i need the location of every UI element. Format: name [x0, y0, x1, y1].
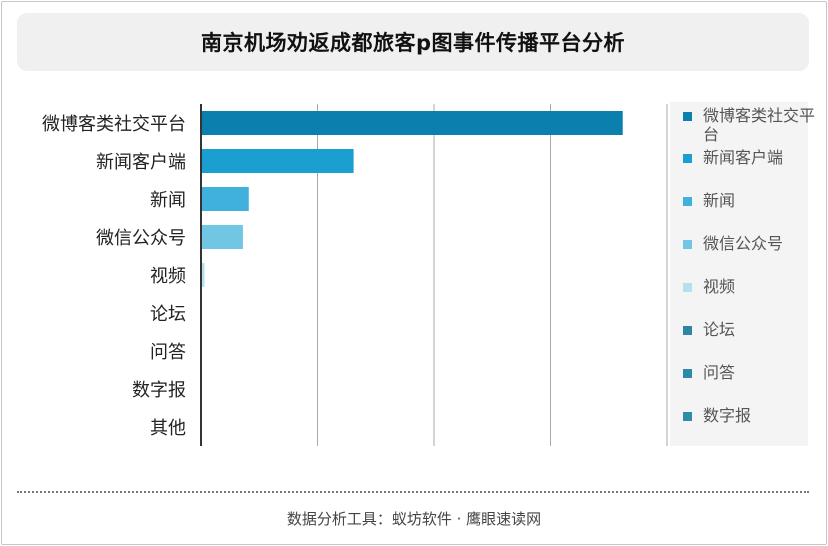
category-label: 数字报	[132, 380, 186, 401]
legend-label: 问答	[703, 363, 736, 382]
legend-background	[670, 102, 808, 446]
bar-2	[201, 187, 249, 211]
bar-0	[201, 111, 623, 135]
chart-title: 南京机场劝返成都旅客p图事件传播平台分析	[200, 31, 626, 55]
legend-item: 数字报	[683, 406, 815, 425]
title-banner: 南京机场劝返成都旅客p图事件传播平台分析	[17, 13, 809, 71]
legend-label: 微博客类社交平台	[703, 106, 816, 144]
category-label: 其他	[150, 418, 186, 439]
legend-item: 微信公众号	[683, 234, 815, 253]
legend-label: 论坛	[703, 320, 736, 339]
category-label: 新闻	[150, 190, 186, 211]
category-label: 论坛	[150, 304, 186, 325]
legend-swatch	[683, 197, 692, 206]
legend-swatch	[683, 240, 692, 249]
legend-item: 微博客类社交平台	[683, 106, 815, 144]
legend-swatch	[683, 326, 692, 335]
legend-label: 视频	[703, 277, 736, 296]
legend-label: 微信公众号	[703, 234, 784, 253]
legend-label: 数字报	[703, 406, 752, 425]
footer-divider	[17, 491, 809, 493]
legend-label: 新闻客户端	[703, 148, 784, 167]
legend-item: 论坛	[683, 320, 815, 339]
category-label: 问答	[150, 342, 186, 363]
category-label: 微信公众号	[96, 228, 186, 249]
legend-item: 视频	[683, 277, 815, 296]
category-label: 微博客类社交平台	[42, 114, 186, 135]
legend-item: 新闻	[683, 191, 815, 210]
bar-3	[201, 225, 243, 249]
legend-swatch	[683, 369, 692, 378]
bar-1	[201, 149, 354, 173]
legend-item: 新闻客户端	[683, 148, 815, 167]
legend-swatch	[683, 283, 692, 292]
category-label: 视频	[150, 266, 186, 287]
category-label: 新闻客户端	[96, 152, 186, 173]
bar-4	[201, 263, 205, 287]
legend-swatch	[683, 112, 692, 121]
footer-source: 数据分析工具：蚁坊软件 · 鹰眼速读网	[286, 510, 542, 528]
legend-swatch	[683, 412, 692, 421]
legend-item: 问答	[683, 363, 815, 382]
legend-label: 新闻	[703, 191, 736, 210]
legend-swatch	[683, 154, 692, 163]
